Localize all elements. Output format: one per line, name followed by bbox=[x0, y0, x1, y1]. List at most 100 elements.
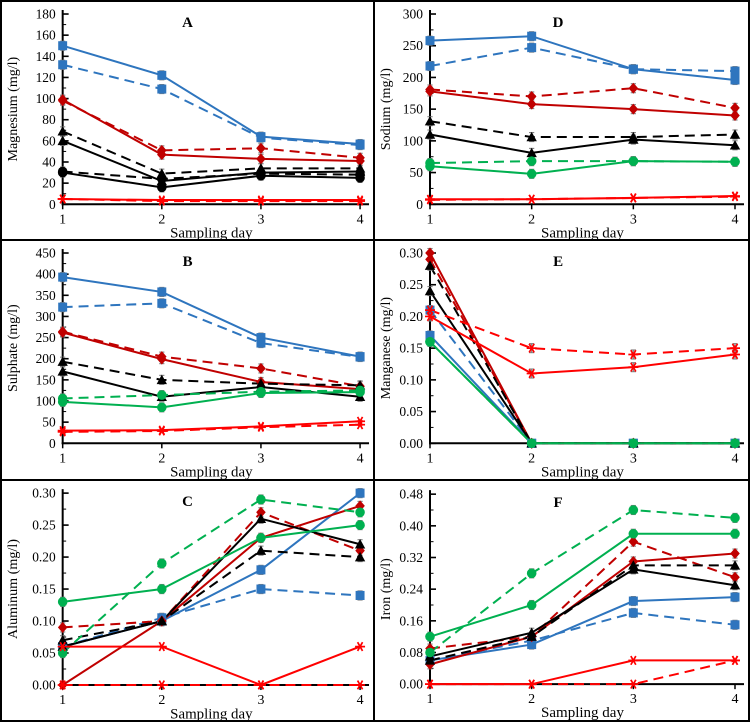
chart-a-magnesium: 0 20 40 60 80 100 120 140 160 180 1 2 3 4 Sampling day… bbox=[6, 6, 370, 239]
svg-text:4: 4 bbox=[357, 452, 364, 467]
panel-e-manganese: 0.00 0.05 0.10 0.15 0.20 0.25 0.30 1 2 3 4 Sampling… bbox=[375, 241, 748, 481]
svg-text:160: 160 bbox=[36, 28, 56, 43]
svg-text:0.00: 0.00 bbox=[399, 676, 423, 691]
svg-text:300: 300 bbox=[403, 7, 423, 22]
chart-d-sodium: 0 50 100 150 200 250 300 1 2 3 4 Sampling day Sodium… bbox=[379, 7, 744, 239]
svg-text:0.20: 0.20 bbox=[32, 549, 56, 564]
svg-text:2: 2 bbox=[158, 692, 165, 708]
svg-text:A: A bbox=[182, 15, 193, 31]
svg-text:Sulphate (mg/l): Sulphate (mg/l) bbox=[6, 304, 21, 392]
svg-text:Iron (mg/l): Iron (mg/l) bbox=[379, 558, 394, 620]
svg-text:50: 50 bbox=[42, 415, 56, 430]
chart-c-aluminum: 0.00 0.05 0.10 0.15 0.20 0.25 0.30 1 2 3 4 Sampling… bbox=[5, 485, 370, 720]
svg-text:0.05: 0.05 bbox=[32, 645, 56, 660]
svg-text:Sampling day: Sampling day bbox=[541, 225, 624, 239]
svg-text:200: 200 bbox=[36, 352, 56, 367]
svg-text:0.15: 0.15 bbox=[32, 581, 56, 596]
svg-text:40: 40 bbox=[42, 154, 56, 169]
svg-text:0: 0 bbox=[49, 197, 56, 212]
svg-text:0.25: 0.25 bbox=[32, 517, 56, 532]
svg-text:0.05: 0.05 bbox=[399, 404, 423, 419]
svg-text:1: 1 bbox=[427, 452, 434, 467]
svg-text:300: 300 bbox=[36, 309, 56, 324]
svg-text:60: 60 bbox=[42, 133, 56, 148]
svg-text:20: 20 bbox=[42, 176, 56, 191]
svg-text:140: 140 bbox=[36, 49, 56, 64]
svg-text:F: F bbox=[554, 495, 563, 511]
svg-text:2: 2 bbox=[528, 692, 535, 707]
svg-text:450: 450 bbox=[36, 246, 56, 261]
svg-text:4: 4 bbox=[357, 692, 364, 708]
svg-text:0.10: 0.10 bbox=[32, 613, 56, 628]
svg-text:Manganese (mg/l): Manganese (mg/l) bbox=[379, 297, 394, 400]
panel-f-iron: 0.00 0.08 0.16 0.24 0.32 0.40 0.48 1 2 3 4 Sampling… bbox=[375, 480, 748, 720]
panel-b-sulphate: 0 50 100 150 200 250 300 350 400 450 1 2 3 4 Sampling … bbox=[2, 241, 375, 481]
svg-text:4: 4 bbox=[732, 212, 739, 227]
svg-text:B: B bbox=[183, 254, 193, 270]
svg-text:2: 2 bbox=[158, 212, 165, 227]
svg-text:3: 3 bbox=[257, 212, 264, 227]
svg-text:Sampling day: Sampling day bbox=[170, 465, 253, 479]
panel-a-magnesium: 0 20 40 60 80 100 120 140 160 180 1 2 3 4 Sampling day… bbox=[2, 2, 375, 242]
svg-text:1: 1 bbox=[59, 452, 66, 467]
svg-text:150: 150 bbox=[36, 373, 56, 388]
svg-text:0.08: 0.08 bbox=[399, 645, 423, 660]
svg-text:250: 250 bbox=[36, 330, 56, 345]
svg-text:3: 3 bbox=[630, 452, 637, 467]
svg-text:1: 1 bbox=[427, 212, 434, 227]
svg-text:0.16: 0.16 bbox=[399, 613, 423, 628]
svg-text:0.24: 0.24 bbox=[399, 581, 423, 596]
svg-text:150: 150 bbox=[403, 102, 423, 117]
svg-text:250: 250 bbox=[403, 38, 423, 53]
svg-text:4: 4 bbox=[732, 692, 739, 707]
svg-text:0.15: 0.15 bbox=[399, 341, 423, 356]
svg-text:4: 4 bbox=[732, 452, 739, 467]
panel-c-aluminum: 0.00 0.05 0.10 0.15 0.20 0.25 0.30 1 2 3 4 Sampling… bbox=[2, 480, 375, 720]
chart-b-sulphate: 0 50 100 150 200 250 300 350 400 450 1 2 3 4 Sampling … bbox=[6, 246, 370, 479]
svg-text:80: 80 bbox=[42, 112, 56, 127]
svg-text:0.30: 0.30 bbox=[32, 485, 56, 500]
svg-text:2: 2 bbox=[528, 452, 535, 467]
svg-text:120: 120 bbox=[36, 70, 56, 85]
svg-text:400: 400 bbox=[36, 267, 56, 282]
svg-text:3: 3 bbox=[630, 212, 637, 227]
svg-text:Sampling day: Sampling day bbox=[170, 706, 253, 720]
svg-text:0: 0 bbox=[416, 197, 423, 212]
svg-text:200: 200 bbox=[403, 70, 423, 85]
svg-text:50: 50 bbox=[410, 165, 424, 180]
panel-d-sodium: 0 50 100 150 200 250 300 1 2 3 4 Sampling day Sodium… bbox=[375, 2, 748, 242]
svg-text:0.20: 0.20 bbox=[399, 309, 423, 324]
svg-text:0.48: 0.48 bbox=[399, 486, 423, 501]
svg-text:1: 1 bbox=[59, 212, 66, 227]
svg-text:0.25: 0.25 bbox=[399, 278, 423, 293]
svg-text:Magnesium (mg/l): Magnesium (mg/l) bbox=[6, 56, 21, 161]
svg-text:Sodium (mg/l): Sodium (mg/l) bbox=[379, 68, 394, 150]
svg-text:2: 2 bbox=[158, 452, 165, 467]
svg-text:D: D bbox=[553, 15, 564, 31]
svg-text:0.10: 0.10 bbox=[399, 373, 423, 388]
svg-text:0.00: 0.00 bbox=[32, 677, 56, 692]
svg-text:Sampling day: Sampling day bbox=[541, 705, 624, 720]
svg-text:0.32: 0.32 bbox=[399, 550, 423, 565]
svg-text:3: 3 bbox=[257, 452, 264, 467]
svg-text:350: 350 bbox=[36, 288, 56, 303]
chart-e-manganese: 0.00 0.05 0.10 0.15 0.20 0.25 0.30 1 2 3 4 Sampling… bbox=[379, 246, 744, 479]
svg-text:3: 3 bbox=[630, 692, 637, 707]
svg-text:100: 100 bbox=[36, 394, 56, 409]
svg-text:180: 180 bbox=[36, 6, 56, 21]
svg-text:4: 4 bbox=[357, 212, 364, 227]
svg-text:3: 3 bbox=[257, 692, 264, 708]
svg-text:E: E bbox=[553, 254, 563, 270]
svg-text:0.00: 0.00 bbox=[399, 436, 423, 451]
svg-text:2: 2 bbox=[528, 212, 535, 227]
svg-text:Sampling day: Sampling day bbox=[170, 225, 253, 239]
chart-f-iron: 0.00 0.08 0.16 0.24 0.32 0.40 0.48 1 2 3 4 Sampling… bbox=[379, 486, 744, 720]
svg-text:100: 100 bbox=[403, 133, 423, 148]
svg-text:Sampling day: Sampling day bbox=[541, 465, 624, 479]
svg-text:100: 100 bbox=[36, 91, 56, 106]
svg-text:1: 1 bbox=[427, 692, 434, 707]
svg-text:0.40: 0.40 bbox=[399, 518, 423, 533]
svg-text:0: 0 bbox=[49, 436, 56, 451]
svg-text:1: 1 bbox=[59, 692, 66, 708]
